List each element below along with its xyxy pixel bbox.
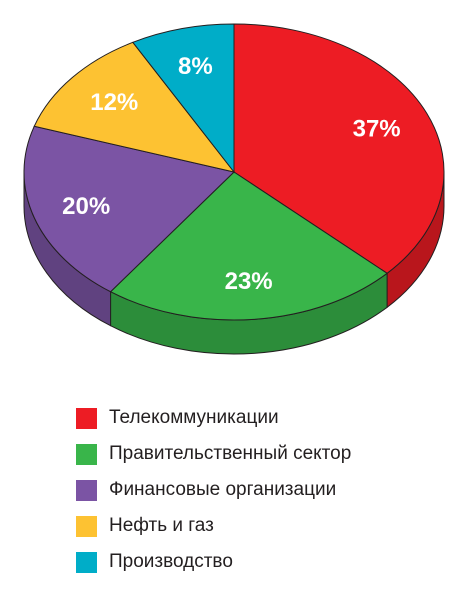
legend-item-government: Правительственный сектор [76,436,351,472]
pie-slice-1 [109,171,388,321]
pie-value-label-2: 20% [62,193,110,220]
legend-swatch [76,515,97,537]
pie-labels: 37% 23% 20% 12% 8% [62,53,400,295]
legend-label: Нефть и газ [109,515,214,536]
pie-slice-0 [233,23,445,274]
legend-item-finance: Финансовые организации [76,472,351,508]
pie-top-slices [23,23,445,321]
legend-label: Телекоммуникации [109,407,279,428]
legend-swatch [76,479,97,501]
pie-value-label-0: 37% [353,116,401,143]
legend-swatch [76,443,97,465]
pie-chart: 37% 23% 20% 12% 8% [23,23,445,355]
legend-swatch [76,551,97,573]
legend: Телекоммуникации Правительственный секто… [76,400,351,580]
legend-swatch [76,407,97,429]
pie-slice-2 [23,125,236,293]
pie-slice-4 [132,23,235,174]
legend-item-manufacturing: Производство [76,544,351,580]
legend-item-telecom: Телекоммуникации [76,400,351,436]
pie-value-label-1: 23% [225,268,273,295]
pie-value-label-4: 8% [178,53,213,80]
legend-label: Финансовые организации [109,479,337,500]
legend-label: Производство [109,551,233,572]
legend-label: Правительственный сектор [109,443,352,464]
pie-value-label-3: 12% [90,89,138,116]
pie-slice-3 [33,41,236,173]
legend-item-oil-gas: Нефть и газ [76,508,351,544]
